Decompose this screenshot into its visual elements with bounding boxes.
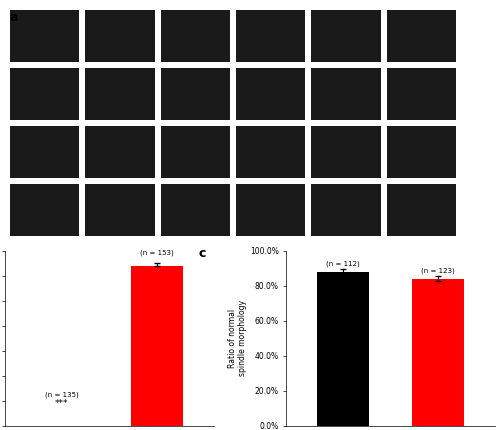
FancyBboxPatch shape — [10, 68, 80, 120]
FancyBboxPatch shape — [86, 126, 154, 178]
FancyBboxPatch shape — [10, 126, 80, 178]
Bar — [412, 279, 464, 426]
Text: ***: *** — [55, 399, 68, 408]
FancyBboxPatch shape — [312, 68, 381, 120]
FancyBboxPatch shape — [86, 68, 154, 120]
Text: (n = 112): (n = 112) — [326, 261, 360, 267]
FancyBboxPatch shape — [236, 184, 306, 236]
Text: (n = 153): (n = 153) — [140, 249, 173, 256]
FancyBboxPatch shape — [236, 126, 306, 178]
FancyBboxPatch shape — [160, 68, 230, 120]
FancyBboxPatch shape — [236, 10, 306, 62]
FancyBboxPatch shape — [10, 10, 80, 62]
Text: c: c — [199, 247, 206, 260]
FancyBboxPatch shape — [312, 184, 381, 236]
Bar — [318, 272, 370, 426]
Text: (n = 135): (n = 135) — [45, 392, 78, 398]
Y-axis label: Ratio of normal
spindle morphology: Ratio of normal spindle morphology — [228, 300, 247, 376]
Bar — [130, 266, 182, 426]
FancyBboxPatch shape — [312, 10, 381, 62]
FancyBboxPatch shape — [387, 68, 456, 120]
FancyBboxPatch shape — [312, 126, 381, 178]
FancyBboxPatch shape — [387, 126, 456, 178]
Text: a: a — [10, 11, 18, 25]
FancyBboxPatch shape — [160, 10, 230, 62]
FancyBboxPatch shape — [86, 184, 154, 236]
FancyBboxPatch shape — [387, 10, 456, 62]
FancyBboxPatch shape — [10, 184, 80, 236]
FancyBboxPatch shape — [236, 68, 306, 120]
FancyBboxPatch shape — [86, 10, 154, 62]
FancyBboxPatch shape — [160, 126, 230, 178]
FancyBboxPatch shape — [160, 184, 230, 236]
FancyBboxPatch shape — [387, 184, 456, 236]
Text: (n = 123): (n = 123) — [422, 268, 455, 274]
